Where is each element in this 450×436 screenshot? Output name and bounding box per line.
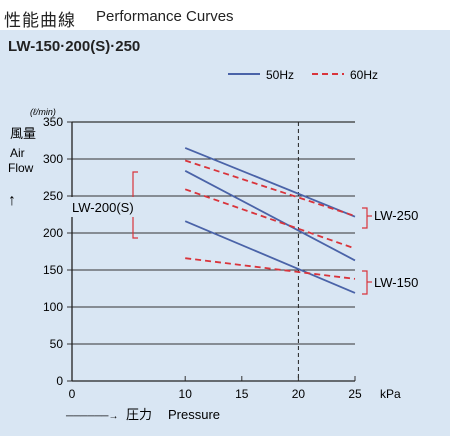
series-lw200s-50hz [184,170,356,262]
x-tick-label: 10 [179,387,193,401]
y-tick-label: 200 [43,226,63,240]
y-tick-label: 0 [56,374,63,388]
y-axis-label-en-2: Flow [8,161,34,175]
y-tick-label: 250 [43,189,63,203]
series-lw150-60hz [185,257,356,280]
x-tick-label: 15 [235,387,249,401]
models-label: LW-150·200(S)·250 [8,38,141,55]
annotation-lw150: LW-150 [374,275,418,290]
x-axis-arrow: ──────→ [65,411,119,422]
y-axis-label-jp: 風量 [10,126,36,141]
y-axis-label-en-1: Air [10,146,25,160]
lw200-label-bg [70,197,142,217]
title-en: Performance Curves [96,8,234,25]
y-tick-label: 100 [43,300,63,314]
title-jp: 性能曲線 [4,11,76,30]
y-axis-arrow: ↑ [8,192,16,209]
legend-50hz-label: 50Hz [266,68,294,82]
x-tick-label: 0 [69,387,76,401]
header: 性能曲線 Performance Curves [0,0,450,30]
x-axis-unit: kPa [380,387,401,401]
series-lw200s-60hz [184,188,356,250]
y-tick-label: 50 [50,337,64,351]
annotation-lw250: LW-250 [374,208,418,223]
legend-60hz-label: 60Hz [350,68,378,82]
series-lw250-60hz [184,159,356,217]
y-tick-label: 300 [43,152,63,166]
y-tick-label: 350 [43,115,63,129]
lw150-bracket [362,270,368,295]
annotation-lw200s: LW-200(S) [72,200,134,215]
lw250-bracket [362,207,368,229]
y-axis-unit: (ℓ/min) [30,107,56,117]
x-axis-label-jp: 圧力 [126,407,152,422]
series-lw150-50hz [184,220,356,294]
x-tick-label: 20 [292,387,306,401]
x-axis-label-en: Pressure [168,407,220,422]
y-tick-label: 150 [43,263,63,277]
x-tick-label: 25 [348,387,362,401]
series-lw250-50hz [184,147,356,218]
